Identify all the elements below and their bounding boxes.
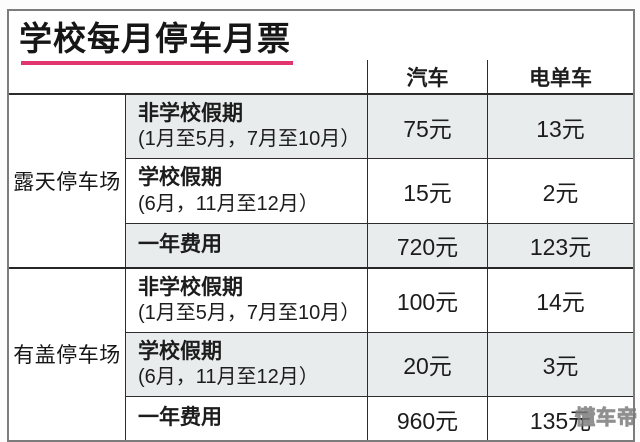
column-header-car: 汽车 — [367, 60, 487, 93]
period-cell: 非学校假期 (1月至5月，7月至10月） — [126, 269, 367, 332]
car-value-cell: 960元 — [367, 397, 487, 440]
period-cell: 学校假期 (6月，11月至12月） — [126, 332, 367, 396]
period-label: 非学校假期 — [138, 102, 243, 125]
group-open-air: 露天停车场 非学校假期 (1月至5月，7月至10月） 75元 13元 学校假期 … — [9, 95, 633, 267]
motorcycle-value-cell: 3元 — [487, 332, 633, 396]
period-sublabel: (6月，11月至12月） — [138, 366, 319, 388]
period-label: 一年费用 — [138, 406, 222, 430]
car-value-cell: 720元 — [367, 223, 487, 267]
motorcycle-value-cell: 123元 — [487, 223, 633, 267]
page-title: 学校每月停车月票 — [19, 20, 291, 57]
period-cell: 非学校假期 (1月至5月，7月至10月） — [126, 95, 367, 159]
group-label-cell: 露天停车场 — [9, 95, 126, 267]
title-accent-underline — [21, 61, 293, 66]
car-value-cell: 15元 — [367, 159, 487, 223]
page: 学校每月停车月票 汽车 电单车 露天停车场 非学校假期 (1月至5月，7月至10… — [7, 9, 638, 442]
table-row: 学校假期 (6月，11月至12月） 20元 3元 — [126, 331, 633, 396]
period-label: 一年费用 — [138, 232, 222, 256]
car-value-cell: 100元 — [367, 268, 487, 332]
car-value-cell: 20元 — [367, 332, 487, 396]
period-cell: 一年费用 — [126, 397, 367, 440]
table-row: 非学校假期 (1月至5月，7月至10月） 75元 13元 — [126, 95, 633, 159]
title-block: 学校每月停车月票 — [19, 18, 293, 66]
period-label: 学校假期 — [138, 166, 222, 190]
table-row: 一年费用 960元 135元 — [126, 396, 633, 440]
parking-price-table: 学校每月停车月票 汽车 电单车 露天停车场 非学校假期 (1月至5月，7月至10… — [7, 9, 635, 442]
column-header-motorcycle: 电单车 — [487, 60, 633, 93]
motorcycle-value-cell: 14元 — [487, 268, 633, 332]
table-row: 一年费用 720元 123元 — [126, 222, 633, 267]
motorcycle-value-cell: 13元 — [487, 95, 633, 159]
period-cell: 学校假期 (6月，11月至12月） — [126, 159, 367, 222]
period-label: 非学校假期 — [138, 275, 243, 299]
period-sublabel: (1月至5月，7月至10月） — [138, 128, 361, 151]
group-covered: 有盖停车场 非学校假期 (1月至5月，7月至10月） 100元 14元 学校假期… — [9, 266, 633, 440]
period-label: 学校假期 — [138, 339, 222, 363]
group-rows: 非学校假期 (1月至5月，7月至10月） 100元 14元 学校假期 (6月，1… — [126, 268, 633, 440]
group-rows: 非学校假期 (1月至5月，7月至10月） 75元 13元 学校假期 (6月，11… — [126, 95, 633, 267]
group-label-cell: 有盖停车场 — [9, 268, 126, 440]
dongchedi-watermark: 懂车帝 — [575, 407, 638, 430]
period-sublabel: (1月至5月，7月至10月） — [138, 301, 361, 324]
motorcycle-value-cell: 2元 — [487, 159, 633, 223]
motorcycle-value-cell: 135元 — [487, 397, 633, 440]
table-row: 学校假期 (6月，11月至12月） 15元 2元 — [126, 158, 633, 223]
table-row: 非学校假期 (1月至5月，7月至10月） 100元 14元 — [126, 268, 633, 332]
car-value-cell: 75元 — [367, 95, 487, 159]
period-sublabel: (6月，11月至12月） — [138, 192, 319, 215]
table-header-band: 学校每月停车月票 汽车 电单车 — [9, 11, 633, 95]
period-cell: 一年费用 — [126, 223, 367, 267]
